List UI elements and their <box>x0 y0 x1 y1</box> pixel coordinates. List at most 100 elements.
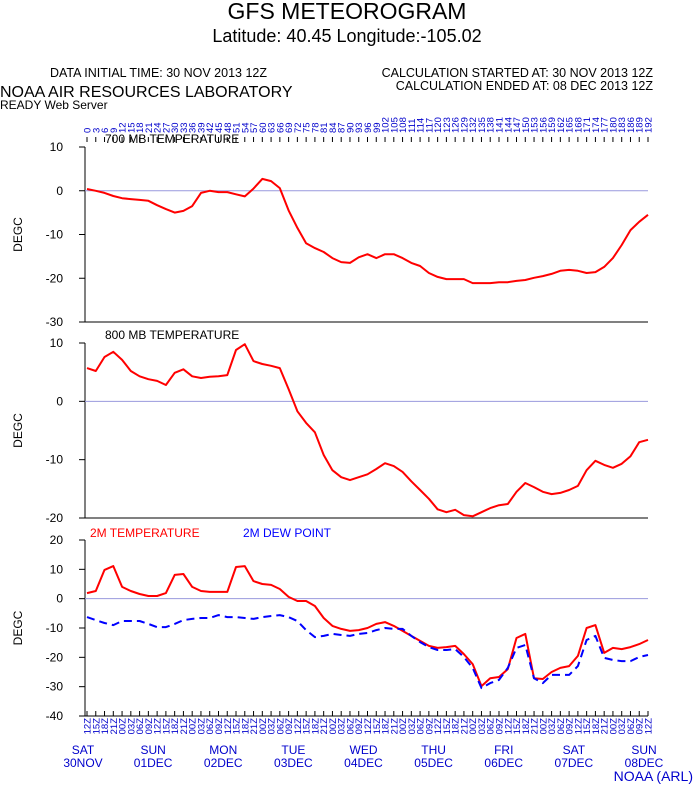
hour-label: 36 <box>188 122 199 133</box>
y-tick-label: -40 <box>46 709 64 723</box>
hour-label: 0 <box>83 128 94 133</box>
calc-started: CALCULATION STARTED AT: 30 NOV 2013 12Z <box>382 66 654 80</box>
calc-ended: CALCULATION ENDED AT: 08 DEC 2013 12Z <box>396 79 654 93</box>
time-label: 15Z <box>372 718 383 735</box>
time-label: 12Z <box>573 718 584 735</box>
day-name: FRI <box>494 743 513 757</box>
hour-label: 192 <box>644 117 655 133</box>
hour-label: 69 <box>284 122 295 133</box>
server: READY Web Server <box>0 98 108 112</box>
day-name: SAT <box>563 743 586 757</box>
time-label: 18Z <box>170 718 181 735</box>
time-label: 03Z <box>407 718 418 735</box>
hour-label: 72 <box>293 122 304 133</box>
time-label: 09Z <box>494 718 505 735</box>
hour-label: 75 <box>302 122 313 133</box>
hour-label: 147 <box>512 117 523 133</box>
hour-label: 3 <box>91 128 102 133</box>
y-tick-label: -10 <box>46 453 64 467</box>
day-name: THU <box>421 743 446 757</box>
hour-label: 150 <box>521 117 532 133</box>
time-label: 03Z <box>477 718 488 735</box>
day-name: TUE <box>281 743 305 757</box>
hour-label: 54 <box>240 122 251 133</box>
time-label: 12Z <box>83 718 94 735</box>
hour-label: 48 <box>223 122 234 133</box>
day-name: WED <box>350 743 378 757</box>
y-tick-label: 10 <box>50 140 64 154</box>
hour-label: 129 <box>459 117 470 133</box>
y-tick-label: -30 <box>46 680 64 694</box>
time-label: 15Z <box>91 718 102 735</box>
hour-label: 123 <box>442 117 453 133</box>
hour-label: 90 <box>345 122 356 133</box>
panel-title: 800 MB TEMPERATURE <box>105 328 239 342</box>
time-label: 21Z <box>389 718 400 735</box>
day-date: 07DEC <box>555 756 594 770</box>
hour-label: 87 <box>337 122 348 133</box>
init-time: DATA INITIAL TIME: 30 NOV 2013 12Z <box>50 66 267 80</box>
series-line <box>86 614 649 690</box>
time-label: 15Z <box>512 718 523 735</box>
day-date: 03DEC <box>274 756 313 770</box>
time-label: 03Z <box>617 718 628 735</box>
time-label: 03Z <box>196 718 207 735</box>
time-label: 18Z <box>310 718 321 735</box>
y-tick-label: -10 <box>46 228 64 242</box>
time-label: 18Z <box>591 718 602 735</box>
day-date: 08DEC <box>625 756 664 770</box>
y-axis-label: DEGC <box>11 413 25 448</box>
time-label: 12Z <box>223 718 234 735</box>
time-label: 21Z <box>179 718 190 735</box>
hour-label: 186 <box>626 117 637 133</box>
time-label: 15Z <box>302 718 313 735</box>
time-label: 21Z <box>249 718 260 735</box>
y-tick-label: -20 <box>46 650 64 664</box>
hour-label: 120 <box>433 117 444 133</box>
day-date: 06DEC <box>484 756 523 770</box>
time-label: 09Z <box>144 718 155 735</box>
hour-label: 171 <box>582 117 593 133</box>
hour-label: 144 <box>503 117 514 133</box>
time-label: 00Z <box>398 718 409 735</box>
time-label: 15Z <box>232 718 243 735</box>
hour-label: 66 <box>275 122 286 133</box>
hour-label: 51 <box>232 122 243 133</box>
hour-label: 153 <box>530 117 541 133</box>
time-label: 12Z <box>503 718 514 735</box>
time-label: 00Z <box>188 718 199 735</box>
hour-label: 30 <box>170 122 181 133</box>
hour-label: 168 <box>573 117 584 133</box>
time-label: 15Z <box>582 718 593 735</box>
time-label: 06Z <box>416 718 427 735</box>
time-label: 00Z <box>538 718 549 735</box>
time-label: 18Z <box>451 718 462 735</box>
hour-label: 60 <box>258 122 269 133</box>
time-label: 09Z <box>565 718 576 735</box>
hour-label: 189 <box>635 117 646 133</box>
y-tick-label: 10 <box>50 336 64 350</box>
hour-label: 39 <box>196 122 207 133</box>
time-label: 18Z <box>240 718 251 735</box>
time-label: 09Z <box>424 718 435 735</box>
series-line <box>86 565 649 688</box>
time-label: 15Z <box>442 718 453 735</box>
hour-label: 156 <box>538 117 549 133</box>
hour-label: 15 <box>126 122 137 133</box>
day-date: 04DEC <box>344 756 383 770</box>
lab-name: NOAA AIR RESOURCES LABORATORY <box>0 84 293 101</box>
hour-label: 99 <box>372 122 383 133</box>
hour-label: 96 <box>363 122 374 133</box>
time-label: 12Z <box>644 718 655 735</box>
hour-label: 12 <box>118 122 129 133</box>
hour-label: 141 <box>494 117 505 133</box>
hour-label: 33 <box>179 122 190 133</box>
legend-entry: 2M DEW POINT <box>243 526 332 540</box>
subtitle: Latitude: 40.45 Longitude:-105.02 <box>212 26 481 46</box>
day-name: SUN <box>140 743 165 757</box>
time-label: 21Z <box>600 718 611 735</box>
series-line <box>86 343 649 518</box>
time-label: 09Z <box>354 718 365 735</box>
time-label: 09Z <box>635 718 646 735</box>
